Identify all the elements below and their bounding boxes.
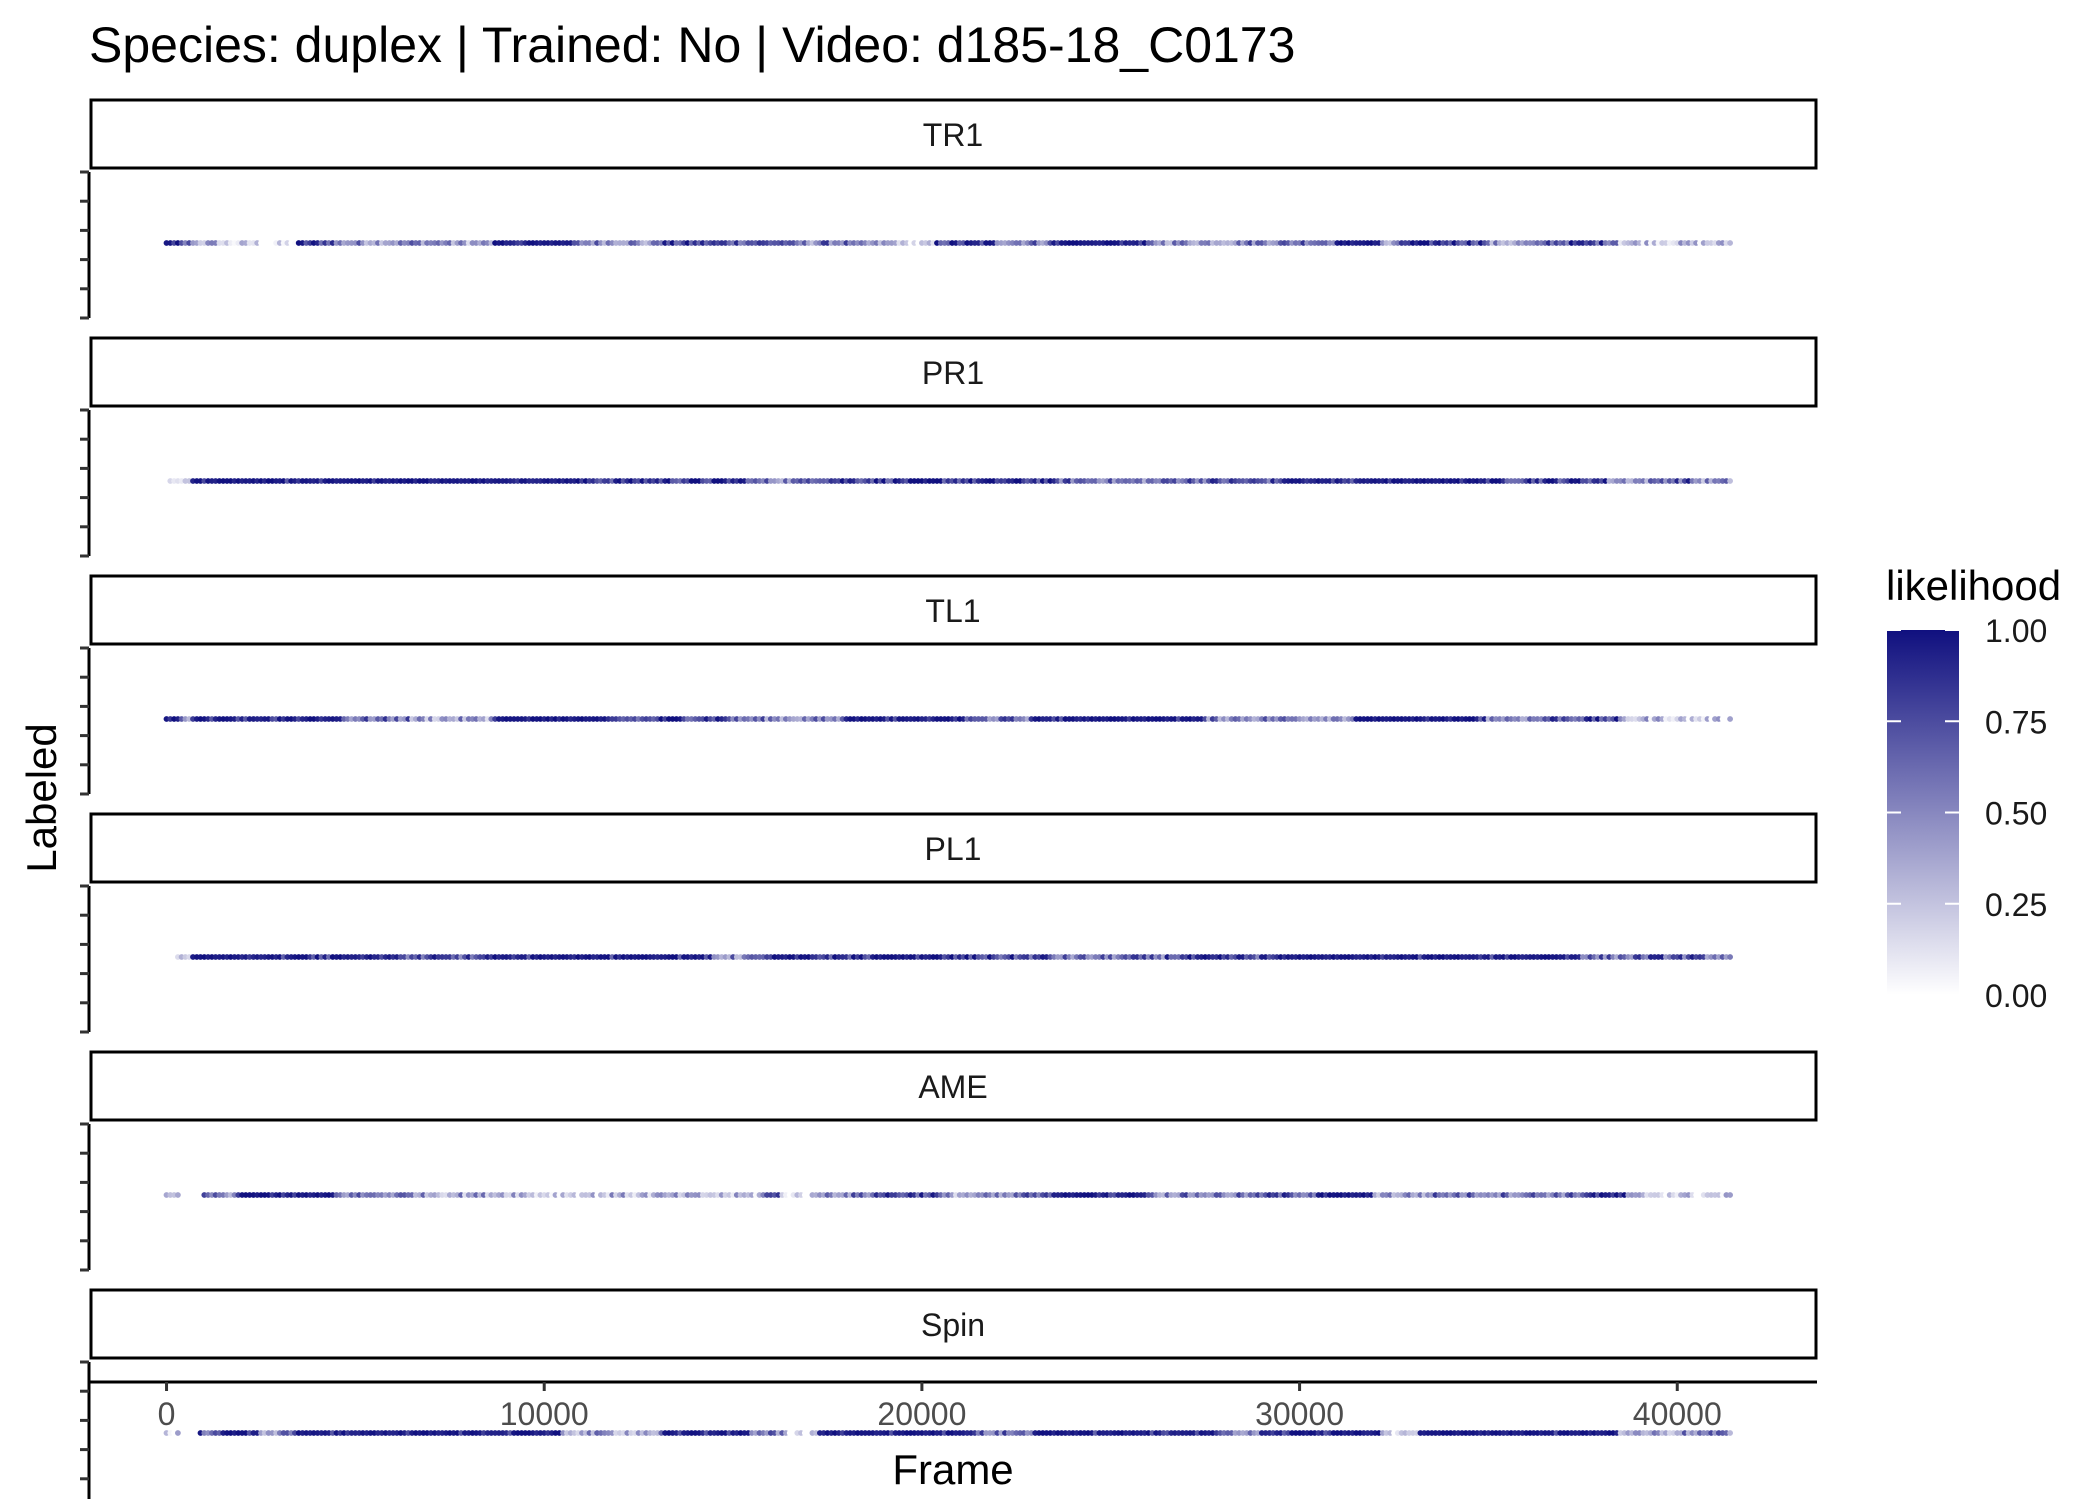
legend-tick-label: 0.75 [1985,704,2047,740]
facet-panel-pr1: PR1 [80,336,1818,558]
data-point [1727,1430,1733,1436]
facet-strip [89,1288,1818,1360]
legend-tick-label: 0.00 [1985,978,2047,1014]
facet-strip [89,1050,1818,1122]
x-tick-label: 20000 [877,1396,966,1432]
facet-strip [89,98,1818,170]
facet-panels: TR1 PR1 TL1 PL1 AME Spin [80,98,1818,1499]
data-series-spin [163,1430,1733,1436]
x-tick-label: 30000 [1255,1396,1344,1432]
facet-panel-tl1: TL1 [80,574,1818,796]
data-point [175,1192,181,1198]
data-series-tr1 [163,240,1733,246]
legend-tick-label: 0.25 [1985,887,2047,923]
facet-panel-ame: AME [80,1050,1818,1272]
data-point [1727,1192,1733,1198]
legend-tick-label: 0.50 [1985,796,2047,832]
x-axis: 0 10000 20000 30000 40000 [89,1380,1817,1432]
x-tick-label: 10000 [500,1396,589,1432]
chart-title: Species: duplex | Trained: No | Video: d… [89,17,1295,73]
data-point [175,1430,181,1436]
data-point [1727,716,1733,722]
facet-strip [89,574,1818,646]
facet-panel-tr1: TR1 [80,98,1818,320]
facet-strip-label: PL1 [925,831,982,867]
facet-panel-spin: Spin [80,1288,1818,1499]
facet-strip [89,812,1818,884]
legend: likelihood 1.00 0.75 0.50 0.25 0.00 [1886,562,2061,1014]
data-series-ame [163,1192,1733,1198]
data-point [1727,954,1733,960]
data-point [1727,478,1733,484]
facet-panel-pl1: PL1 [80,812,1818,1034]
data-series-tl1 [163,716,1733,722]
facet-strip-label: TL1 [925,593,980,629]
data-point [1727,240,1733,246]
data-series-pl1 [163,954,1733,960]
x-tick-label: 0 [158,1396,176,1432]
x-axis-label: Frame [892,1446,1013,1493]
data-series-pr1 [163,478,1733,484]
x-tick-label: 40000 [1633,1396,1722,1432]
legend-title: likelihood [1886,562,2061,609]
y-axis-label: Labeled [18,723,65,872]
legend-tick-label: 1.00 [1985,613,2047,649]
facet-strip-label: PR1 [922,355,984,391]
facet-strip-label: Spin [921,1307,985,1343]
facet-strip-label: AME [918,1069,987,1105]
facet-strip-label: TR1 [923,117,983,153]
facet-strip [89,336,1818,408]
